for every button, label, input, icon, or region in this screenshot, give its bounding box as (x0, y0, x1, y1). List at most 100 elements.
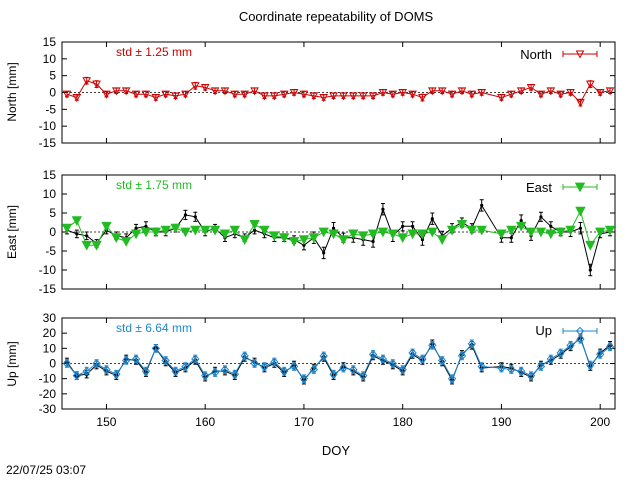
up-data-point (191, 354, 200, 364)
east-data-point (348, 229, 359, 240)
east-data-point (308, 233, 319, 244)
north-ytick-label: 10 (43, 52, 57, 66)
up-data-point (398, 365, 407, 374)
east-ytick-label: -5 (45, 244, 56, 258)
east-data-point (111, 233, 122, 244)
east-data-point (91, 240, 102, 251)
north-data-point (82, 77, 92, 86)
east-data-point (130, 229, 142, 240)
north-data-point (408, 90, 417, 99)
footer-timestamp: 22/07/25 03:07 (6, 463, 86, 477)
east-twin-data-point (480, 203, 484, 207)
up-data-point (200, 371, 210, 380)
up-data-point (595, 350, 605, 359)
north-legend-label: North (520, 47, 552, 62)
north-data-point (171, 92, 180, 101)
east-data-point (121, 237, 132, 247)
x-tick-label: 170 (294, 415, 314, 429)
east-data-point (367, 229, 379, 240)
east-data-point (585, 240, 596, 251)
up-data-point (92, 359, 101, 368)
north-data-point (260, 92, 269, 101)
up-data-point (240, 351, 249, 361)
north-data-point (546, 87, 556, 96)
up-data-point (299, 374, 309, 383)
east-ytick-label: 0 (49, 225, 56, 239)
up-data-point (467, 339, 477, 348)
up-data-point (447, 374, 457, 383)
up-ytick-label: -20 (39, 387, 57, 401)
north-data-point (477, 89, 487, 98)
up-data-point (131, 354, 141, 364)
up-data-point (181, 362, 190, 371)
north-data-point (348, 92, 358, 101)
east-data-point (555, 227, 566, 238)
east-ylabel: East [mm] (5, 205, 19, 259)
north-std-label: std ± 1.25 mm (116, 45, 192, 59)
east-data-point (269, 231, 280, 242)
east-data-point (279, 233, 290, 244)
east-data-point (288, 237, 300, 247)
up-data-point (536, 362, 546, 371)
east-twin-data-point (430, 217, 434, 221)
east-twin-data-point (302, 243, 306, 247)
up-data-point (576, 335, 585, 344)
east-twin-data-point (134, 226, 138, 230)
east-ytick-label: -15 (39, 282, 57, 296)
up-legend-marker (575, 326, 585, 336)
east-twin-data-point (322, 251, 326, 255)
up-data-point (62, 359, 72, 368)
east-data-point (219, 229, 231, 240)
north-data-point (111, 87, 121, 96)
east-twin-data-point (85, 234, 89, 238)
east-data-point (160, 225, 171, 236)
north-data-point (309, 92, 319, 101)
up-data-point (279, 366, 289, 376)
east-std-label: std ± 1.75 mm (116, 178, 192, 192)
up-data-point (368, 350, 378, 359)
north-data-point (92, 80, 101, 89)
up-ylabel: Up [mm] (5, 341, 19, 386)
up-data-point (82, 366, 91, 376)
north-data-point (181, 90, 190, 99)
east-data-point (417, 229, 428, 240)
east-ytick-label: 15 (43, 168, 57, 182)
east-data-point (387, 229, 398, 240)
up-data-point (270, 357, 279, 367)
east-data-point (456, 219, 468, 230)
up-data-point (309, 365, 319, 374)
east-twin-data-point (371, 239, 375, 244)
up-data-point (418, 354, 427, 364)
up-ytick-label: 20 (43, 326, 57, 340)
east-data-point (506, 225, 517, 236)
north-data-point (102, 90, 111, 99)
x-tick-label: 160 (195, 415, 215, 429)
north-legend-marker (575, 50, 585, 59)
east-data-point (298, 235, 310, 245)
north-data-point (329, 92, 338, 101)
east-twin-data-point (519, 219, 523, 223)
north-ytick-label: 5 (49, 69, 56, 83)
east-data-point (338, 235, 349, 245)
north-plot-area (62, 76, 615, 108)
up-data-point (210, 368, 220, 377)
north-data-point (190, 82, 200, 91)
east-data-point (604, 225, 615, 236)
east-data-point (328, 229, 339, 240)
north-data-point (141, 90, 151, 99)
east-data-point (101, 221, 112, 232)
east-ytick-label: -10 (39, 263, 57, 277)
north-data-point (497, 94, 506, 103)
up-data-point (556, 348, 565, 358)
north-data-point (467, 90, 477, 99)
up-data-point (112, 369, 121, 379)
north-data-point (220, 87, 230, 96)
x-tick-label: 190 (491, 415, 511, 429)
north-data-point (576, 99, 585, 108)
east-data-point (318, 227, 329, 238)
north-data-point (131, 90, 141, 99)
north-data-point (121, 87, 131, 96)
east-twin-data-point (549, 224, 553, 228)
east-twin-data-point (144, 224, 148, 228)
east-data-point (466, 225, 477, 236)
